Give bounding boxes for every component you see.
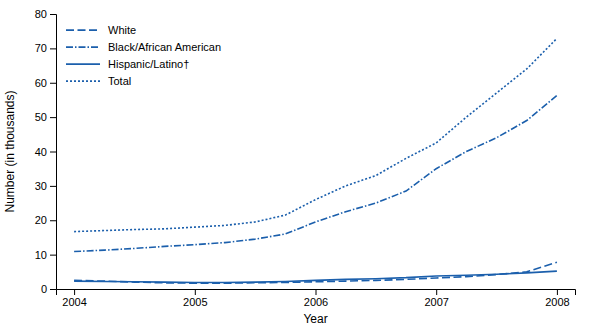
legend-swatch: [66, 80, 100, 82]
y-axis-tick: 20: [35, 214, 56, 226]
x-axis-tick-label: 2006: [304, 296, 328, 308]
x-axis-tick: 2006: [304, 289, 328, 308]
y-axis-tick: 40: [35, 146, 56, 158]
y-axis-tick-label: 0: [41, 283, 47, 295]
x-axis-tick: 2004: [62, 289, 86, 308]
y-axis-tick-label: 30: [35, 180, 47, 192]
y-axis-tick-label: 50: [35, 111, 47, 123]
y-axis-tick-mark: [50, 83, 56, 84]
legend-item: White: [66, 24, 136, 36]
y-axis-tick: 70: [35, 42, 56, 54]
y-axis-tick-label: 20: [35, 214, 47, 226]
y-axis-tick-mark: [50, 117, 56, 118]
y-axis-tick-mark: [50, 48, 56, 49]
x-axis: 2004 2005 2006 2007 2008: [57, 289, 576, 308]
y-axis-tick-mark: [50, 289, 56, 290]
legend-label: Hispanic/Latino†: [108, 58, 189, 70]
legend-label: Black/African American: [108, 41, 221, 53]
legend: White Black/African American Hispanic/Lati…: [66, 24, 221, 87]
legend-swatch: [66, 46, 100, 48]
x-axis-tick-mark: [557, 289, 558, 295]
y-axis-tick: 50: [35, 111, 56, 123]
legend-swatch: [66, 63, 100, 65]
y-axis-tick-label: 60: [35, 77, 47, 89]
y-axis-tick-mark: [50, 14, 56, 15]
legend-item: Hispanic/Latino†: [66, 58, 189, 70]
x-axis-tick: 2007: [424, 289, 448, 308]
y-axis: 0 10 20 30 40 50 60 70 80: [35, 8, 57, 295]
y-axis-tick-mark: [50, 186, 56, 187]
x-axis-tick-mark: [436, 289, 437, 295]
x-axis-tick-label: 2004: [62, 296, 86, 308]
x-axis-tick-label: 2007: [424, 296, 448, 308]
y-axis-tick: 30: [35, 180, 56, 192]
series-line: [74, 38, 557, 231]
legend-item: Total: [66, 75, 131, 87]
y-axis-tick-mark: [50, 152, 56, 153]
x-axis-tick-mark: [316, 289, 317, 295]
y-axis-tick-mark: [50, 220, 56, 221]
series-line: [74, 271, 557, 282]
series-line: [74, 95, 557, 251]
y-axis-title: Number (in thousands): [3, 90, 17, 212]
x-axis-tick-mark: [195, 289, 196, 295]
legend-label: Total: [108, 75, 131, 87]
legend-label: White: [108, 24, 136, 36]
x-axis-tick-label: 2008: [545, 296, 569, 308]
x-axis-tick-mark: [74, 289, 75, 295]
lines: [74, 38, 557, 283]
x-axis-tick: 2005: [183, 289, 207, 308]
y-axis-tick-label: 80: [35, 8, 47, 20]
legend-swatch: [66, 29, 100, 31]
y-axis-tick-mark: [50, 255, 56, 256]
x-axis-tick: 2008: [545, 289, 569, 308]
y-axis-tick: 60: [35, 77, 56, 89]
x-axis-tick-label: 2005: [183, 296, 207, 308]
plot: 2004 2005 2006 2007 2008 0 10 20 30 40 50 60 70 80 Whi…: [35, 8, 576, 308]
y-axis-tick-label: 70: [35, 42, 47, 54]
x-axis-line: [57, 290, 576, 296]
legend-item: Black/African American: [66, 41, 221, 53]
y-axis-tick: 10: [35, 249, 56, 261]
chart: 2004 2005 2006 2007 2008 0 10 20 30 40 50 60 70 80 Whi…: [0, 0, 593, 331]
y-axis-tick-label: 10: [35, 249, 47, 261]
y-axis-line: [50, 15, 57, 290]
y-axis-tick-label: 40: [35, 146, 47, 158]
series-line: [74, 262, 557, 283]
y-axis-tick: 80: [35, 8, 56, 20]
y-axis-tick: 0: [41, 283, 56, 295]
x-axis-title: Year: [303, 312, 327, 326]
